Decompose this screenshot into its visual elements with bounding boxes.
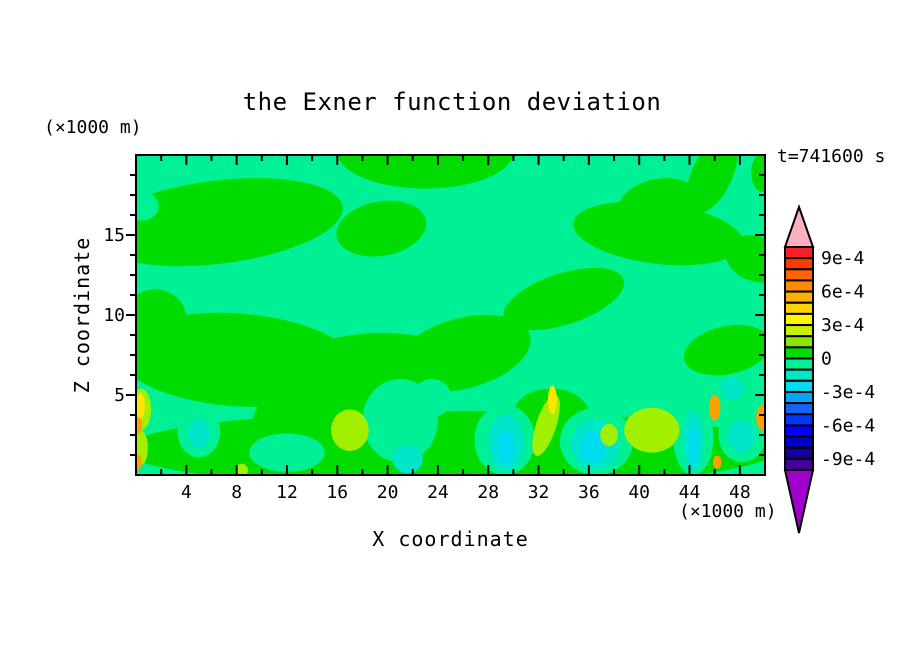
contour-region <box>249 433 325 472</box>
contour-field <box>136 155 765 475</box>
colorbar-segment <box>784 413 814 427</box>
colorbar-segment <box>784 301 814 315</box>
x-tick-label: 36 <box>578 482 600 503</box>
x-tick-label: 24 <box>427 482 449 503</box>
contour-region <box>547 385 557 415</box>
contour-region <box>136 417 143 434</box>
colorbar-segment <box>784 390 814 405</box>
colorbar-arrow-up <box>783 203 815 248</box>
colorbar-arrow-down <box>783 469 815 534</box>
z-tick-label: 15 <box>103 225 125 246</box>
contour-region <box>624 407 680 453</box>
colorbar-segment <box>784 312 814 327</box>
contour-region <box>573 201 744 266</box>
colorbar-label: -9e-4 <box>821 449 875 470</box>
contour-region <box>688 427 699 466</box>
x-tick-label: 32 <box>528 482 550 503</box>
colorbar-label: 9e-4 <box>821 248 864 269</box>
contour-region <box>497 430 515 466</box>
contour-region <box>725 235 765 283</box>
colorbar-segment <box>784 324 814 338</box>
contour-region <box>720 377 744 400</box>
plot-title: the Exner function deviation <box>242 88 662 116</box>
x-tick-label: 12 <box>276 482 298 503</box>
colorbar-segment <box>784 268 814 282</box>
x-tick-label: 4 <box>181 482 192 503</box>
colorbar-label: 3e-4 <box>821 315 864 336</box>
colorbar-segment <box>784 257 814 271</box>
colorbar-label: 6e-4 <box>821 282 864 303</box>
contour-region <box>709 395 721 421</box>
contour-region <box>395 314 531 392</box>
contour-region <box>683 325 765 376</box>
colorbar-segment <box>784 424 814 438</box>
contour-region <box>727 420 755 453</box>
colorbar-segment <box>784 368 814 382</box>
x-tick-label: 44 <box>679 482 701 503</box>
contour-region <box>337 155 514 189</box>
colorbar-segment <box>784 435 814 449</box>
colorbar-segment <box>784 457 814 472</box>
colorbar: 9e-4 6e-4 3e-4 0 -3e-4 -6e-4 -9e-4 <box>783 203 875 534</box>
time-annotation: t=741600 s <box>777 146 886 167</box>
colorbar-segment <box>784 246 814 260</box>
colorbar-segment <box>784 290 814 304</box>
z-axis-unit-label: (×1000 m) <box>44 117 142 138</box>
contour-region <box>503 267 625 331</box>
colorbar-segment <box>784 402 814 416</box>
colorbar-segment <box>784 357 814 371</box>
x-tick-label: 48 <box>729 482 751 503</box>
colorbar-segment <box>784 335 814 349</box>
colorbar-label: -3e-4 <box>821 382 875 403</box>
x-tick-label: 20 <box>377 482 399 503</box>
x-tick-label: 8 <box>231 482 242 503</box>
z-tick-label: 5 <box>114 385 125 406</box>
x-tick-label: 40 <box>628 482 650 503</box>
x-axis-title: X coordinate <box>372 527 529 551</box>
contour-region <box>756 404 765 431</box>
colorbar-label: 0 <box>821 349 832 370</box>
contour-region <box>136 393 145 420</box>
x-tick-label: 16 <box>326 482 348 503</box>
contour-region <box>187 419 211 448</box>
colorbar-segment <box>784 279 814 293</box>
colorbar-segment <box>784 379 814 393</box>
x-tick-label: 28 <box>477 482 499 503</box>
contour-region <box>712 455 722 469</box>
contour-region <box>136 191 159 221</box>
x-axis-unit-label: (×1000 m) <box>679 501 777 522</box>
contour-region <box>136 455 142 470</box>
contour-region <box>336 200 427 257</box>
contour-region <box>411 379 452 418</box>
contour-region <box>686 155 738 213</box>
contour-region <box>580 431 606 464</box>
contour-region <box>392 444 423 474</box>
contour-region <box>600 423 618 447</box>
colorbar-segment <box>784 346 814 360</box>
axis-ticks <box>126 155 765 475</box>
contour-region <box>235 463 248 475</box>
contour-region <box>751 155 765 192</box>
contour-region <box>330 409 369 452</box>
colorbar-label: -6e-4 <box>821 415 875 436</box>
colorbar-segment <box>784 446 814 460</box>
z-tick-label: 10 <box>103 305 125 326</box>
